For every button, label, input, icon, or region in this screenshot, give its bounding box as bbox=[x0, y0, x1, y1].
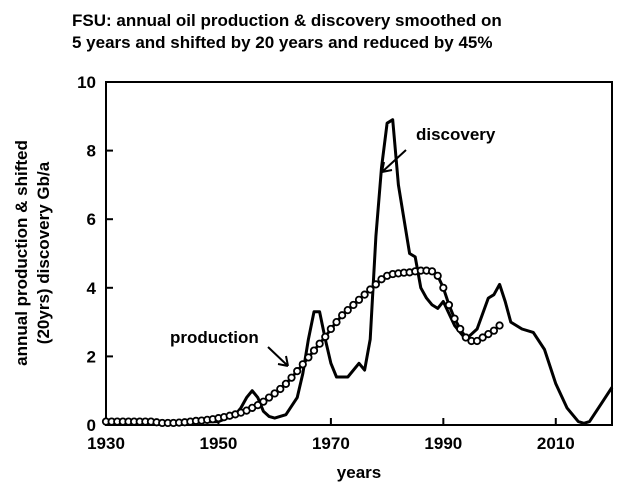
point bbox=[276, 384, 285, 394]
x-tick-label: 1950 bbox=[200, 434, 238, 453]
chart-title: FSU: annual oil production & discovery s… bbox=[72, 11, 502, 30]
y-tick-label: 6 bbox=[87, 210, 96, 229]
point bbox=[326, 324, 335, 334]
arrow bbox=[381, 149, 407, 173]
annotation: discovery bbox=[416, 125, 496, 144]
y-axis-label: (20yrs) discovery Gb/a bbox=[34, 161, 53, 344]
series-line bbox=[106, 269, 501, 425]
point bbox=[253, 401, 262, 410]
y-tick-label: 2 bbox=[87, 347, 96, 366]
point bbox=[433, 271, 442, 280]
annotation: production bbox=[170, 328, 259, 347]
point bbox=[450, 314, 459, 323]
point bbox=[444, 300, 454, 310]
point bbox=[264, 393, 274, 402]
point bbox=[371, 280, 380, 289]
plot-frame bbox=[105, 81, 613, 426]
point bbox=[309, 346, 319, 355]
y-tick-label: 8 bbox=[87, 142, 96, 161]
point bbox=[377, 275, 386, 284]
point bbox=[315, 339, 324, 348]
point bbox=[495, 321, 504, 330]
point bbox=[321, 332, 330, 341]
point bbox=[456, 324, 465, 334]
point bbox=[484, 330, 493, 339]
y-tick-label: 10 bbox=[77, 73, 96, 92]
point bbox=[439, 283, 448, 292]
x-tick-label: 1970 bbox=[312, 434, 350, 453]
point bbox=[293, 367, 302, 376]
point bbox=[472, 336, 482, 346]
point bbox=[489, 326, 499, 335]
point bbox=[343, 305, 352, 315]
y-tick-label: 4 bbox=[87, 279, 97, 298]
point bbox=[354, 295, 364, 304]
annotation-arrows bbox=[267, 149, 407, 367]
point bbox=[366, 285, 375, 294]
point bbox=[259, 397, 268, 406]
point bbox=[349, 300, 358, 310]
point bbox=[338, 311, 347, 320]
point bbox=[298, 360, 307, 369]
point bbox=[360, 290, 369, 299]
point bbox=[332, 317, 341, 327]
x-tick-label: 1930 bbox=[87, 434, 125, 453]
y-tick-label: 0 bbox=[87, 416, 96, 435]
point bbox=[478, 333, 487, 342]
chart-title: 5 years and shifted by 20 years and redu… bbox=[72, 33, 492, 52]
x-tick-label: 1990 bbox=[424, 434, 462, 453]
point bbox=[281, 379, 291, 388]
point bbox=[287, 373, 296, 382]
point bbox=[427, 267, 437, 276]
x-axis-label: years bbox=[337, 463, 381, 482]
y-axis-label: annual production & shifted bbox=[12, 140, 31, 366]
point bbox=[461, 333, 470, 342]
point bbox=[304, 353, 313, 362]
x-tick-label: 2010 bbox=[537, 434, 575, 453]
series-line bbox=[106, 118, 614, 425]
point bbox=[270, 389, 279, 398]
arrow bbox=[267, 346, 289, 367]
